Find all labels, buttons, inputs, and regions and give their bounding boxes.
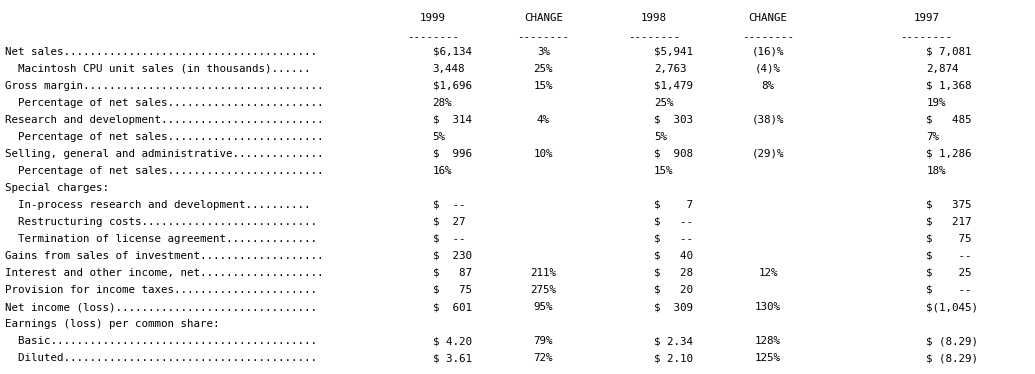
Text: 7%: 7%	[926, 132, 940, 142]
Text: 2,874: 2,874	[926, 64, 958, 74]
Text: 15%: 15%	[534, 81, 553, 91]
Text: --------: --------	[900, 32, 952, 42]
Text: 15%: 15%	[654, 166, 674, 176]
Text: 5%: 5%	[654, 132, 668, 142]
Text: $  314: $ 314	[433, 115, 472, 125]
Text: (4)%: (4)%	[755, 64, 781, 74]
Text: CHANGE: CHANGE	[748, 13, 788, 23]
Text: --------: --------	[742, 32, 794, 42]
Text: Percentage of net sales........................: Percentage of net sales.................…	[5, 132, 324, 142]
Text: 128%: 128%	[755, 336, 781, 346]
Text: 72%: 72%	[534, 353, 553, 363]
Text: $  --: $ --	[433, 234, 465, 244]
Text: In-process research and development..........: In-process research and development.....…	[5, 200, 310, 210]
Text: $ 3.61: $ 3.61	[433, 353, 472, 363]
Text: Basic.........................................: Basic...................................…	[5, 336, 317, 346]
Text: 1997: 1997	[913, 13, 940, 23]
Text: Percentage of net sales........................: Percentage of net sales.................…	[5, 166, 324, 176]
Text: Interest and other income, net...................: Interest and other income, net..........…	[5, 268, 324, 278]
Text: 1998: 1998	[641, 13, 668, 23]
Text: Earnings (loss) per common share:: Earnings (loss) per common share:	[5, 319, 219, 329]
Text: 1999: 1999	[419, 13, 446, 23]
Text: 79%: 79%	[534, 336, 553, 346]
Text: Diluted.......................................: Diluted.................................…	[5, 353, 317, 363]
Text: $5,941: $5,941	[654, 47, 693, 57]
Text: $   --: $ --	[654, 217, 693, 227]
Text: 10%: 10%	[534, 149, 553, 159]
Text: 130%: 130%	[755, 302, 781, 312]
Text: $6,134: $6,134	[433, 47, 472, 57]
Text: (16)%: (16)%	[751, 47, 785, 57]
Text: 12%: 12%	[759, 268, 777, 278]
Text: $   40: $ 40	[654, 251, 693, 261]
Text: $  27: $ 27	[433, 217, 465, 227]
Text: 2,763: 2,763	[654, 64, 686, 74]
Text: Net sales.......................................: Net sales...............................…	[5, 47, 317, 57]
Text: $    --: $ --	[926, 251, 972, 261]
Text: Gross margin.....................................: Gross margin............................…	[5, 81, 324, 91]
Text: $ 4.20: $ 4.20	[433, 336, 472, 346]
Text: 5%: 5%	[433, 132, 446, 142]
Text: Termination of license agreement..............: Termination of license agreement........…	[5, 234, 317, 244]
Text: $  601: $ 601	[433, 302, 472, 312]
Text: --------: --------	[518, 32, 569, 42]
Text: Gains from sales of investment...................: Gains from sales of investment..........…	[5, 251, 324, 261]
Text: $ (8.29): $ (8.29)	[926, 336, 978, 346]
Text: $(1,045): $(1,045)	[926, 302, 978, 312]
Text: $1,479: $1,479	[654, 81, 693, 91]
Text: $    25: $ 25	[926, 268, 972, 278]
Text: 211%: 211%	[530, 268, 557, 278]
Text: 25%: 25%	[654, 98, 674, 108]
Text: Provision for income taxes......................: Provision for income taxes..............…	[5, 285, 317, 295]
Text: $ 2.10: $ 2.10	[654, 353, 693, 363]
Text: 19%: 19%	[926, 98, 946, 108]
Text: 3%: 3%	[537, 47, 550, 57]
Text: Restructuring costs...........................: Restructuring costs.....................…	[5, 217, 317, 227]
Text: $ 1,286: $ 1,286	[926, 149, 972, 159]
Text: $ (8.29): $ (8.29)	[926, 353, 978, 363]
Text: 275%: 275%	[530, 285, 557, 295]
Text: $   87: $ 87	[433, 268, 472, 278]
Text: 4%: 4%	[537, 115, 550, 125]
Text: $1,696: $1,696	[433, 81, 472, 91]
Text: 125%: 125%	[755, 353, 781, 363]
Text: --------: --------	[407, 32, 459, 42]
Text: $ 1,368: $ 1,368	[926, 81, 972, 91]
Text: $   75: $ 75	[433, 285, 472, 295]
Text: $  996: $ 996	[433, 149, 472, 159]
Text: $ 2.34: $ 2.34	[654, 336, 693, 346]
Text: (29)%: (29)%	[751, 149, 785, 159]
Text: 8%: 8%	[762, 81, 774, 91]
Text: 16%: 16%	[433, 166, 452, 176]
Text: $   375: $ 375	[926, 200, 972, 210]
Text: Net income (loss)...............................: Net income (loss).......................…	[5, 302, 317, 312]
Text: $   217: $ 217	[926, 217, 972, 227]
Text: Macintosh CPU unit sales (in thousands)......: Macintosh CPU unit sales (in thousands).…	[5, 64, 310, 74]
Text: Special charges:: Special charges:	[5, 183, 109, 193]
Text: $    7: $ 7	[654, 200, 693, 210]
Text: $   20: $ 20	[654, 285, 693, 295]
Text: 95%: 95%	[534, 302, 553, 312]
Text: (38)%: (38)%	[751, 115, 785, 125]
Text: 28%: 28%	[433, 98, 452, 108]
Text: $  908: $ 908	[654, 149, 693, 159]
Text: Percentage of net sales........................: Percentage of net sales.................…	[5, 98, 324, 108]
Text: 3,448: 3,448	[433, 64, 465, 74]
Text: $    --: $ --	[926, 285, 972, 295]
Text: $  309: $ 309	[654, 302, 693, 312]
Text: $  --: $ --	[433, 200, 465, 210]
Text: Research and development.........................: Research and development................…	[5, 115, 324, 125]
Text: --------: --------	[628, 32, 680, 42]
Text: $  303: $ 303	[654, 115, 693, 125]
Text: $    75: $ 75	[926, 234, 972, 244]
Text: 18%: 18%	[926, 166, 946, 176]
Text: CHANGE: CHANGE	[524, 13, 563, 23]
Text: $   485: $ 485	[926, 115, 972, 125]
Text: $ 7,081: $ 7,081	[926, 47, 972, 57]
Text: $   --: $ --	[654, 234, 693, 244]
Text: $  230: $ 230	[433, 251, 472, 261]
Text: $   28: $ 28	[654, 268, 693, 278]
Text: 25%: 25%	[534, 64, 553, 74]
Text: Selling, general and administrative..............: Selling, general and administrative.....…	[5, 149, 324, 159]
